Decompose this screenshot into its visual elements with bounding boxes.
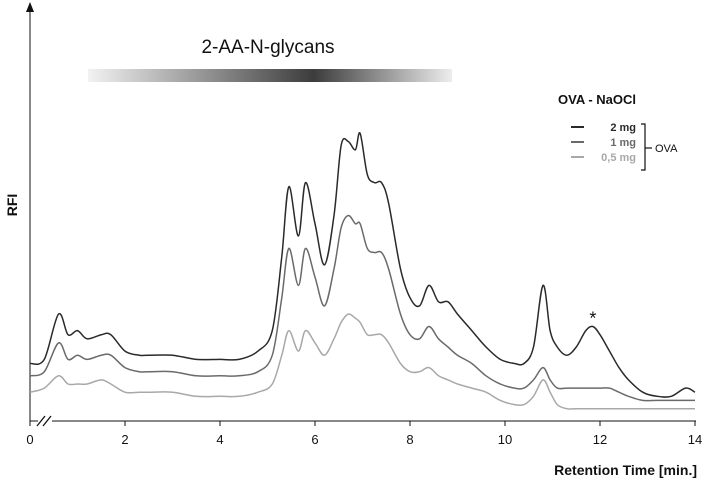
y-axis-title: RFI [4, 194, 20, 217]
x-tick-label: 0 [26, 432, 33, 447]
legend-label: 1 mg [610, 137, 636, 149]
axis-break-mark [36, 413, 52, 429]
x-tick-label: 8 [406, 432, 413, 447]
x-axis-ticks: 0 2 4 6 8 10 12 14 [26, 421, 702, 447]
legend-bracket [641, 123, 646, 171]
legend: OVA - NaOCl 2 mg 1 mg 0,5 mg OVA [558, 92, 678, 171]
series-line-2-mg [29, 132, 696, 398]
glycan-band-gradient [88, 69, 452, 82]
x-axis-title: Retention Time [min.] [554, 462, 697, 478]
series-line-0-5-mg [29, 313, 695, 410]
x-tick-label: 14 [688, 432, 702, 447]
legend-entries: 2 mg 1 mg 0,5 mg [571, 122, 636, 164]
glycan-band-label: 2-AA-N-glycans [201, 37, 334, 58]
legend-group-label: OVA [655, 143, 678, 155]
series-layer [29, 132, 696, 410]
y-axis-arrow [26, 2, 34, 12]
x-tick-label: 2 [121, 432, 128, 447]
series-line-1-mg [29, 214, 695, 402]
x-tick-label: 4 [216, 432, 223, 447]
x-tick-label: 10 [498, 432, 512, 447]
legend-label: 2 mg [610, 122, 636, 134]
x-tick-label: 6 [311, 432, 318, 447]
legend-title: OVA - NaOCl [558, 92, 636, 107]
peak-annotation: * [589, 308, 596, 328]
legend-label: 0,5 mg [601, 152, 636, 164]
x-tick-label: 12 [593, 432, 607, 447]
